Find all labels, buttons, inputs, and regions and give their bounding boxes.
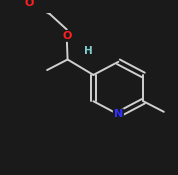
Text: H: H [84, 46, 92, 55]
Text: O: O [62, 31, 71, 41]
Text: O: O [25, 0, 34, 8]
Text: N: N [114, 109, 123, 119]
